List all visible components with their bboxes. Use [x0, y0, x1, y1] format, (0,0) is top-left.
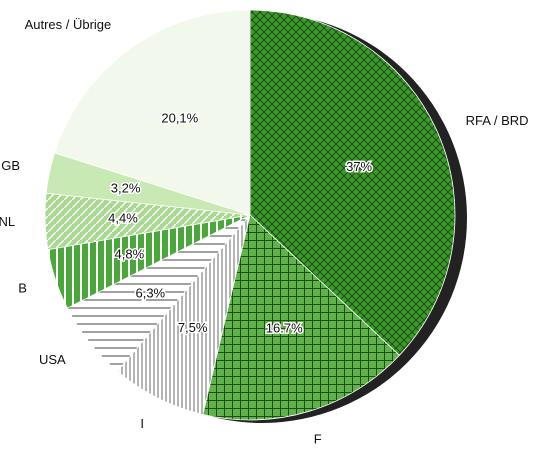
category-label: I — [140, 416, 144, 431]
category-label: RFA / BRD — [466, 113, 529, 128]
pie-slice — [116, 214, 251, 415]
pie-slice — [249, 9, 456, 356]
category-label: F — [314, 431, 322, 446]
value-label: 4,8% — [115, 246, 145, 261]
category-label: NL — [0, 214, 15, 229]
pie-slice — [202, 214, 401, 421]
pie-slice — [54, 9, 251, 216]
value-label: 3,2% — [111, 180, 141, 195]
category-label: GB — [1, 158, 20, 173]
value-label: 16.7% — [266, 320, 303, 335]
category-label: USA — [39, 352, 66, 367]
value-label: 6,3% — [135, 285, 165, 300]
labels: 37% RFA / BRD 16.7% F 7,5% I 6,3% USA 4,8% B 4,4% N… — [0, 17, 529, 447]
category-label: Autres / Übrige — [25, 17, 112, 32]
value-label: 7,5% — [178, 320, 208, 335]
category-label: B — [18, 280, 27, 295]
value-label: 4,4% — [108, 210, 138, 225]
value-label: 37% — [346, 159, 372, 174]
value-label: 20,1% — [161, 110, 198, 125]
slices — [44, 9, 456, 421]
